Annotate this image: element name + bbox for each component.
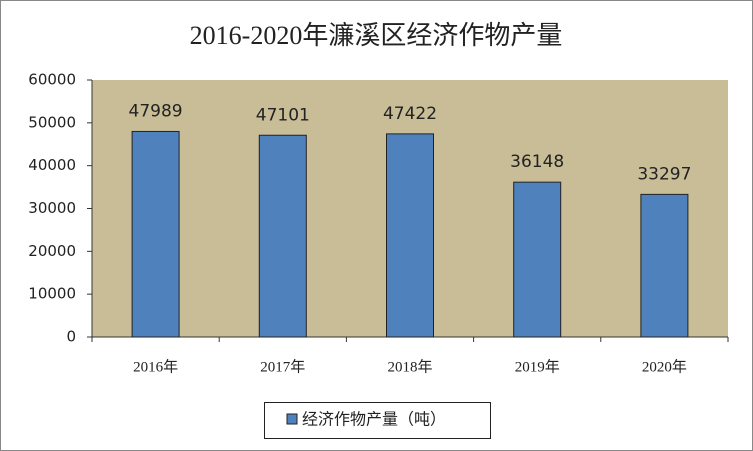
legend-box <box>264 402 491 439</box>
bar <box>386 133 434 338</box>
y-tick-label: 60000 <box>28 71 76 89</box>
chart-title: 2016-2020年濂溪区经济作物产量 <box>190 21 563 50</box>
y-tick-label: 50000 <box>28 113 76 131</box>
y-tick-label: 30000 <box>28 199 76 217</box>
x-tick-label: 2017年 <box>260 358 305 375</box>
value-label: 47989 <box>129 101 183 121</box>
bar <box>640 193 689 338</box>
y-tick-label: 20000 <box>28 242 76 260</box>
y-tick-label: 10000 <box>28 285 76 303</box>
legend-label: 经济作物产量（吨） <box>302 410 446 429</box>
x-tick-label: 2016年 <box>133 358 178 375</box>
value-label: 47422 <box>383 104 437 124</box>
value-label: 47101 <box>256 105 310 125</box>
x-tick-label: 2020年 <box>642 358 687 375</box>
bar <box>513 181 562 338</box>
bar <box>258 134 307 338</box>
value-label: 36148 <box>510 152 564 172</box>
x-tick-label: 2019年 <box>515 358 560 375</box>
x-tick-label: 2018年 <box>387 358 432 375</box>
bar <box>131 130 180 338</box>
y-tick-label: 40000 <box>28 156 76 174</box>
y-tick-label: 0 <box>66 328 76 346</box>
legend-swatch <box>286 413 298 425</box>
value-label: 33297 <box>637 164 691 184</box>
